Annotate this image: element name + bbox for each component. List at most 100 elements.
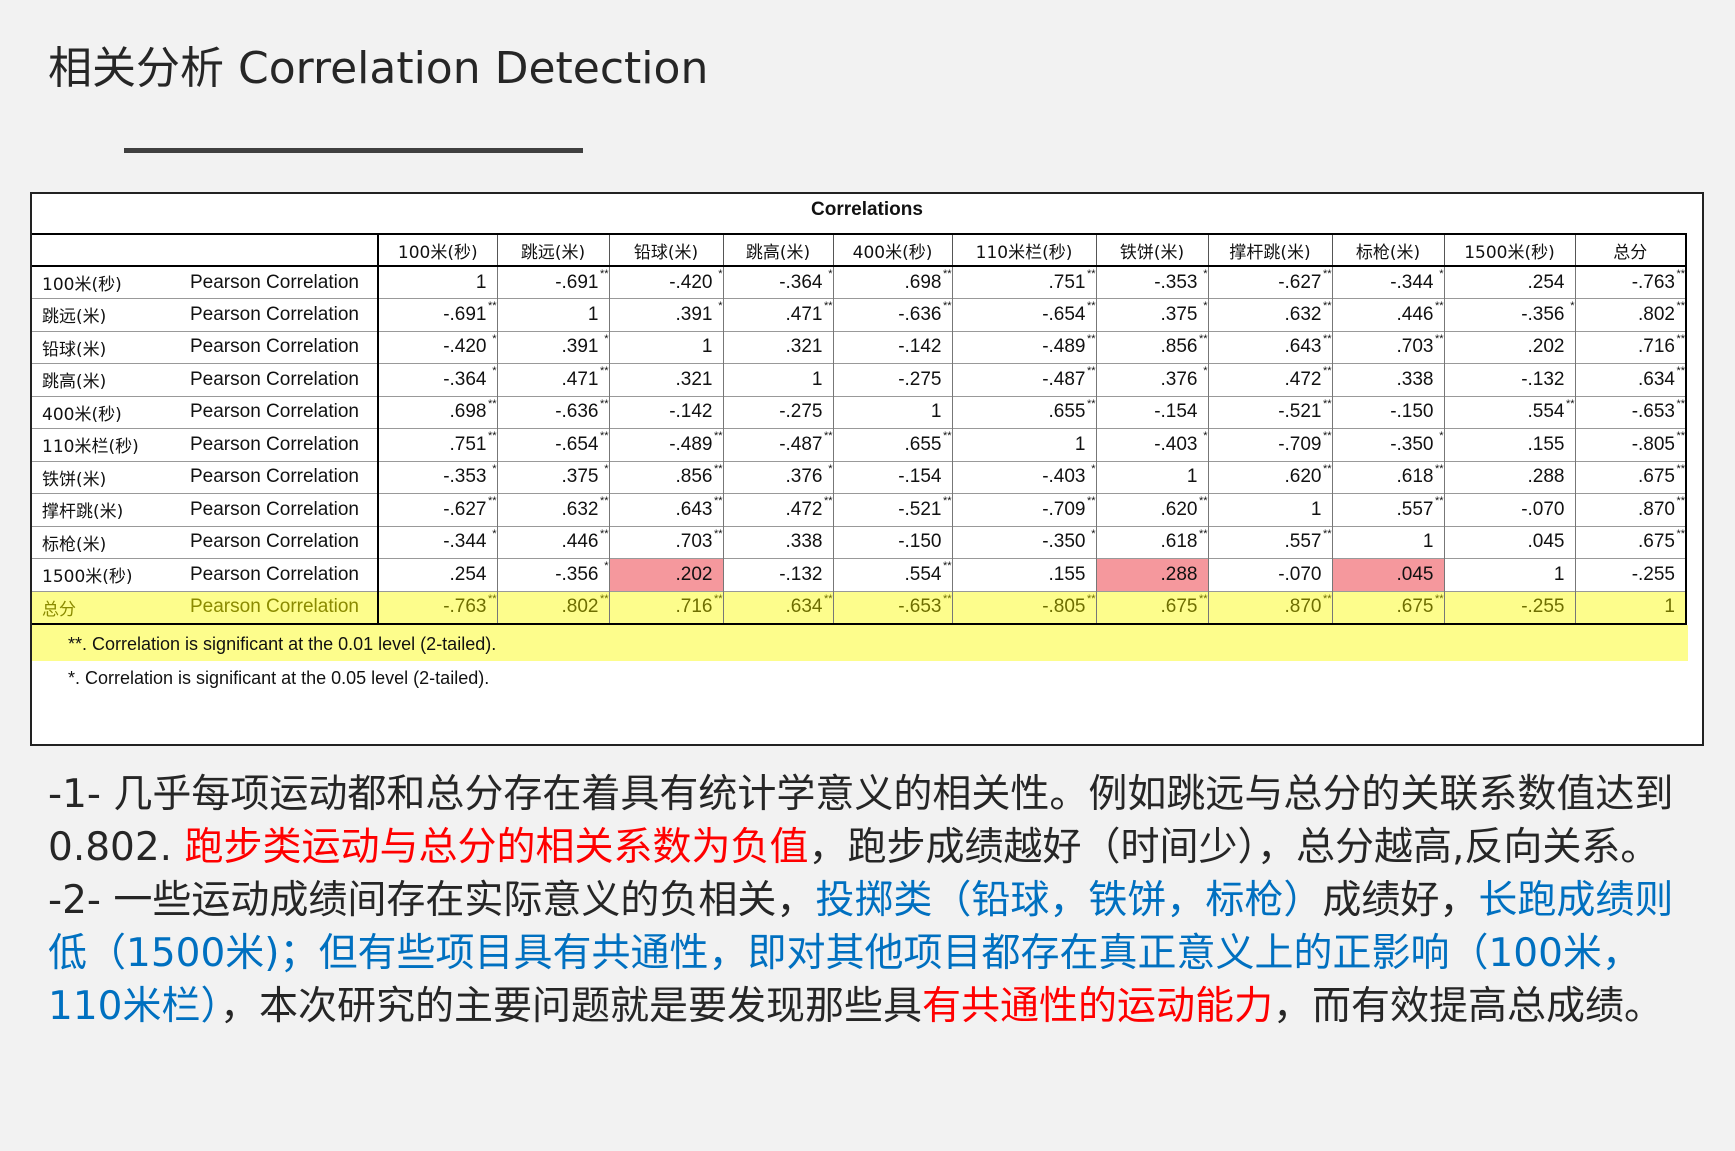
column-header: 标枪(米) [1331,233,1444,267]
significance-mark: ** [1086,268,1096,280]
correlation-cell: .675 ** [1574,526,1687,559]
column-header: 铁饼(米) [1095,233,1208,267]
correlation-cell: -.691 ** [496,266,609,299]
cell-value: .321 [675,368,713,390]
row-label: 跳高(米) [42,372,107,393]
correlation-cell: -.654 ** [951,298,1096,331]
cell-value: .045 [1527,531,1565,553]
correlation-cell: .655 ** [951,396,1096,429]
correlation-cell: .703 ** [608,526,723,559]
cell-value: .472 [1284,368,1322,390]
significance-mark: ** [1322,462,1332,475]
cell-value: .870 [1638,498,1675,520]
table-row: 跳远(米) Pearson Correlation -.691 ** 1.391 * .47… [32,298,1687,331]
cell-value: .338 [785,531,823,553]
correlation-cell: .643 ** [608,493,723,526]
row-label: 100米(秒) [42,275,122,295]
cell-value: -.132 [779,563,823,585]
column-header: 100米(秒) [377,233,497,267]
cell-value: .703 [675,531,713,553]
correlation-cell: .254 [1443,266,1575,299]
correlation-cell: .751 ** [378,429,497,462]
cell-value: .655 [1048,401,1086,423]
table-row: 100米(秒) Pearson Correlation 1 -.691 ** -.420 *… [32,266,1687,299]
cell-value: .675 [1638,466,1675,488]
correlation-cell: -.403 * [951,461,1096,494]
significance-mark: ** [1322,300,1332,312]
cell-value: .557 [1284,531,1322,553]
p2-blue-text: 投掷类（铅球，铁饼，标枪） [815,878,1323,923]
column-header: 110米栏(秒) [951,233,1096,267]
cell-value: .254 [1527,271,1565,293]
table-row: 标枪(米) Pearson Correlation -.344 * .446 ** .703… [32,526,1687,559]
table-row: 400米(秒) Pearson Correlation .698 ** -.636 ** -… [32,396,1687,429]
correlation-cell: .655 ** [832,428,952,461]
correlation-cell: .634 ** [722,591,833,624]
cell-value: .202 [675,563,713,585]
cell-value: 1 [930,401,942,423]
significance-mark: * [604,332,609,345]
significance-mark: ** [599,430,609,442]
correlation-cell: -.255 [1574,558,1687,591]
significance-mark: ** [1086,397,1096,410]
correlation-cell: 1 [951,428,1096,461]
cell-value: -.489 [669,433,713,455]
correlation-cell: -.070 [1443,493,1575,526]
significance-mark: ** [1322,332,1332,345]
cell-value: -.627 [443,498,487,520]
cell-value: -.255 [1631,563,1675,585]
cell-value: .698 [904,271,942,293]
cell-value: -.691 [443,303,487,325]
significance-mark: * [604,462,609,475]
cell-value: .446 [561,531,599,553]
correlation-cell: .620 ** [1207,461,1332,494]
correlation-table: 100米(秒) 跳远(米) 铅球(米) 跳高(米) 400米(秒) 110米栏(秒) 铁饼(… [32,233,1687,625]
significance-mark: ** [1198,527,1208,540]
column-header: 撑杆跳(米) [1207,233,1332,267]
significance-mark: ** [942,300,952,312]
correlation-cell: 1 [1095,461,1208,494]
row-label: 总分 [32,591,172,624]
significance-mark: * [492,365,497,377]
correlation-cell: -.627 ** [378,494,497,527]
cell-value: .620 [1160,498,1198,520]
correlation-cell: .202 [1443,331,1575,364]
p2-text: -2- 一些运动成绩间存在实际意义的负相关， [48,878,816,923]
correlation-cell: -.150 [832,526,952,559]
correlation-cell: .391 * [608,298,723,331]
cell-value: 1 [1422,531,1434,553]
cell-value: .618 [1160,531,1198,553]
cell-value: 1 [475,271,487,293]
cell-value: .202 [1527,336,1565,358]
correlation-cell: 1 [722,363,833,396]
paragraph-1: -1- 几乎每项运动都和总分存在着具有统计学意义的相关性。例如跳远与总分的关联系… [48,768,1688,874]
table-row: 110米栏(秒) Pearson Correlation .751 ** -.654 **… [32,428,1687,462]
table-row: 总分 Pearson Correlation -.763 ** .802 ** .716 **… [32,591,1687,624]
significance-mark: * [1091,462,1096,475]
cell-value: .288 [1527,466,1565,488]
significance-mark: ** [942,430,952,442]
significance-mark: ** [1676,332,1685,345]
correlation-cell: -.521 ** [1207,396,1332,429]
cell-value: .554 [904,563,942,585]
cell-value: .391 [675,303,713,325]
cell-value: -.636 [898,303,942,325]
cell-value: .375 [561,466,599,488]
cell-value: .634 [1638,368,1675,390]
stat-label: Pearson Correlation [172,396,379,429]
significance-mark: ** [1322,527,1332,540]
correlation-cell: -.132 [722,558,833,591]
cell-value: -.353 [1154,271,1198,293]
correlation-cell: -.142 [832,331,952,364]
correlation-cell: -.356 * [496,558,609,591]
significance-mark: ** [1565,397,1575,410]
significance-mark: ** [1434,495,1444,507]
correlation-cell: .557 ** [1207,526,1332,559]
cell-value: -.356 [555,563,599,585]
cell-value: .554 [1527,401,1565,423]
correlation-cell: 1 [496,298,609,331]
stat-label: Pearson Correlation [172,526,379,559]
correlation-cell: -.636 ** [832,298,952,331]
p1-red-text: 跑步类运动与总分的相关系数为负值 [184,825,809,870]
correlation-cell: .321 [722,331,833,364]
